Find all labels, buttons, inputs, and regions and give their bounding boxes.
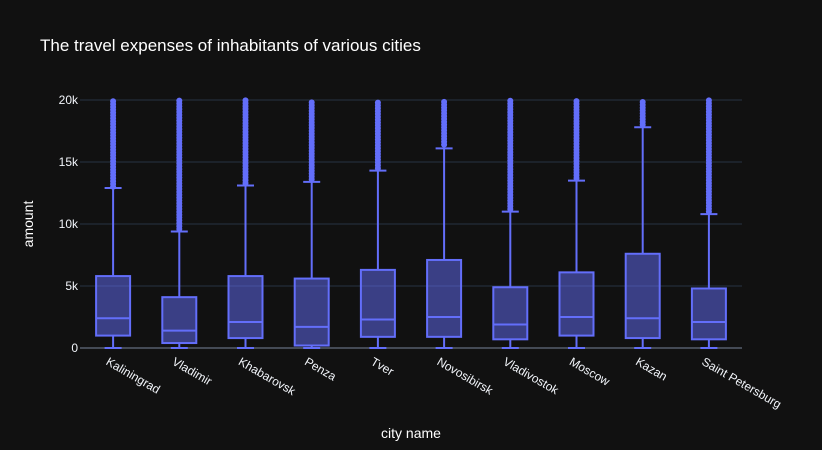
box-series bbox=[95, 97, 727, 349]
outlier-point bbox=[639, 98, 646, 105]
iqr-box bbox=[95, 275, 132, 337]
outlier-point bbox=[441, 98, 448, 105]
iqr-box bbox=[293, 277, 330, 347]
y-tick-label: 15k bbox=[59, 155, 79, 169]
y-gridlines bbox=[80, 99, 742, 349]
box-penza bbox=[293, 99, 330, 349]
outlier-point bbox=[242, 97, 249, 104]
outlier-point bbox=[176, 97, 183, 104]
iqr-box bbox=[227, 275, 264, 340]
box-kaliningrad bbox=[95, 98, 132, 349]
y-axis-title: amount bbox=[20, 201, 36, 248]
iqr-box bbox=[492, 286, 529, 341]
box-tver bbox=[359, 99, 396, 349]
outlier-point bbox=[308, 99, 315, 106]
outlier-point bbox=[705, 97, 712, 104]
y-tick-label: 20k bbox=[59, 93, 79, 107]
box-khabarovsk bbox=[227, 97, 264, 349]
outlier-point bbox=[374, 99, 381, 106]
box-saint-petersburg bbox=[690, 97, 727, 349]
iqr-box bbox=[161, 296, 198, 345]
iqr-box bbox=[359, 268, 396, 338]
y-axis-ticks: 0 5k 10k 15k 20k bbox=[59, 93, 79, 355]
box-vladivostok bbox=[492, 97, 529, 349]
y-tick-label: 0 bbox=[71, 341, 78, 355]
box-novosibirsk bbox=[426, 98, 463, 349]
y-tick-label: 5k bbox=[65, 279, 79, 293]
x-axis-title: city name bbox=[381, 425, 441, 441]
box-kazan bbox=[624, 98, 661, 349]
iqr-box bbox=[426, 258, 463, 338]
box-moscow bbox=[558, 98, 595, 349]
box-vladimir bbox=[161, 97, 198, 349]
outlier-point bbox=[507, 97, 514, 104]
iqr-box bbox=[624, 252, 661, 340]
outlier-point bbox=[110, 98, 117, 105]
chart-title: The travel expenses of inhabitants of va… bbox=[40, 36, 421, 55]
iqr-box bbox=[558, 271, 595, 337]
outlier-point bbox=[573, 98, 580, 105]
iqr-box bbox=[690, 287, 727, 341]
y-tick-label: 10k bbox=[59, 217, 79, 231]
